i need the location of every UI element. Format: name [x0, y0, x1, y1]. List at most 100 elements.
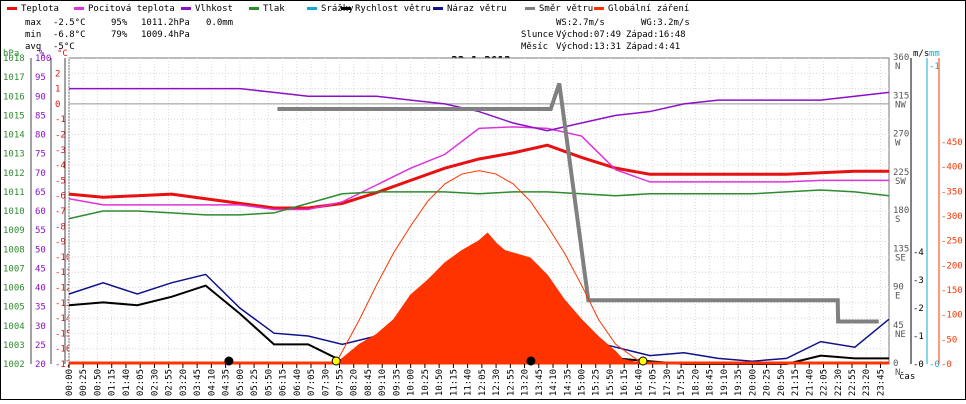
humidity-tick: 20: [35, 360, 46, 370]
moonrise-marker: [526, 356, 536, 366]
x-tick-label: 10:25: [421, 369, 431, 396]
series-smer-vetru: [277, 82, 879, 324]
temperature-tick: -6: [55, 192, 66, 202]
direction-tick: 270: [893, 130, 909, 140]
x-tick-label: 02:30: [150, 369, 160, 396]
legend-swatch: [433, 7, 443, 10]
x-tick-label: 18:20: [691, 369, 701, 396]
sunrise-value: Východ:07:49: [556, 30, 621, 40]
temperature-tick: 0: [55, 100, 60, 110]
humidity-tick: 35: [35, 303, 46, 313]
legend-swatch: [181, 7, 191, 10]
x-tick-label: 11:15: [449, 369, 459, 396]
radiation-tick: -0: [941, 360, 952, 370]
pressure-tick: 1008: [3, 245, 25, 255]
x-tick-label: 23:20: [862, 369, 872, 396]
x-tick-label: 15:00: [578, 369, 588, 396]
x-tick-label: 15:50: [606, 369, 616, 396]
x-tick-label: 00:50: [93, 369, 103, 396]
x-tick-label: 05:25: [250, 369, 260, 396]
x-tick-label: 11:40: [464, 369, 474, 396]
humidity-tick: 55: [35, 226, 46, 236]
series-globalni-zareni: [334, 232, 644, 365]
humidity-tick: 80: [35, 131, 46, 141]
x-tick-label: 04:10: [207, 369, 217, 396]
axis-unit: m/s: [913, 49, 929, 59]
radiation-tick: -300: [941, 212, 963, 222]
legend-swatch: [249, 7, 259, 10]
pressure-tick: 1012: [3, 169, 25, 179]
pressure-tick: 1006: [3, 284, 25, 294]
humidity-tick: 40: [35, 284, 46, 294]
axis-unit-headers: hPa% °C m/s mm: [3, 49, 940, 59]
humidity-tick: 30: [35, 322, 46, 332]
x-tick-label: 12:30: [492, 369, 502, 396]
radiation-tick: -250: [941, 237, 963, 247]
x-tick-label: 14:35: [563, 369, 573, 396]
direction-tick: 180: [893, 206, 909, 216]
direction-compass: W: [895, 139, 901, 149]
temperature-tick: -9: [55, 238, 66, 248]
temperature-tick: -5: [55, 176, 66, 186]
x-tick-label: 01:15: [108, 369, 118, 396]
pressure-tick: 1013: [3, 150, 25, 160]
pressure-tick: 1016: [3, 92, 25, 102]
x-tick-label: 12:05: [478, 369, 488, 396]
x-tick-label: 10:50: [435, 369, 445, 396]
legend-label: Teplota: [21, 4, 59, 14]
direction-compass: NE: [895, 330, 906, 340]
stats-block: max -2.5°C 95% 1011.2hPa 0.0mm min -6.8°…: [25, 18, 233, 52]
series-prizemni-teplota: [68, 126, 889, 211]
series-vlhkost: [69, 87, 890, 132]
legend-swatch: [525, 7, 535, 10]
temperature-tick: -1: [55, 115, 66, 125]
legend-label: Globální záření: [608, 4, 689, 14]
direction-compass: E: [895, 292, 900, 302]
radiation-tick: -50: [941, 335, 957, 345]
direction-tick: 225: [893, 168, 909, 178]
x-tick-label: 13:45: [535, 369, 545, 396]
x-tick-label: 13:20: [521, 369, 531, 396]
x-tick-label: 20:00: [748, 369, 758, 396]
x-tick-label: 10:00: [407, 369, 417, 396]
stat-max-hum: 95%: [111, 18, 128, 28]
humidity-tick: 95: [35, 73, 46, 83]
legend-swatch: [7, 7, 17, 10]
x-tick-label: 20:50: [777, 369, 787, 396]
temperature-tick: -4: [55, 161, 66, 171]
x-tick-label: 22:05: [820, 369, 830, 396]
sunset-value: Západ:16:48: [626, 30, 686, 40]
pressure-tick: 1014: [3, 131, 25, 141]
x-tick-label: 05:00: [236, 369, 246, 396]
direction-compass: N: [895, 62, 900, 72]
temperature-tick: -2: [55, 131, 66, 141]
temperature-tick: -10: [55, 253, 71, 263]
sunset-marker: [638, 356, 648, 366]
temperature-tick: -17: [55, 360, 71, 370]
x-tick-label: 06:40: [293, 369, 303, 396]
x-tick-label: 21:40: [805, 369, 815, 396]
direction-compass: N: [895, 368, 900, 378]
pressure-tick: 1010: [3, 207, 25, 217]
legend-swatch: [594, 7, 604, 10]
legend-label: Náraz větru: [447, 4, 507, 14]
temperature-tick: -8: [55, 222, 66, 232]
pressure-tick: 1017: [3, 73, 25, 83]
temperature-tick: 2: [55, 69, 60, 79]
legend-label: Tlak: [263, 4, 285, 14]
pressure-tick: 1002: [3, 360, 25, 370]
x-tick-label: 09:35: [392, 369, 402, 396]
legend-label: Pocitová teplota: [88, 4, 175, 14]
wind-tick: -3: [913, 276, 924, 286]
temperature-tick: -16: [55, 345, 71, 355]
stat-min-label: min: [25, 30, 41, 40]
pressure-tick: 1003: [3, 341, 25, 351]
x-tick-label: 19:35: [734, 369, 744, 396]
humidity-tick: 85: [35, 111, 46, 121]
stat-avg-temp: -5°C: [53, 42, 75, 52]
x-tick-label: 17:30: [663, 369, 673, 396]
x-axis-label: čas: [899, 371, 915, 382]
radiation-tick: -150: [941, 286, 963, 296]
x-tick-label: 02:05: [136, 369, 146, 396]
pressure-tick: 1009: [3, 226, 25, 236]
